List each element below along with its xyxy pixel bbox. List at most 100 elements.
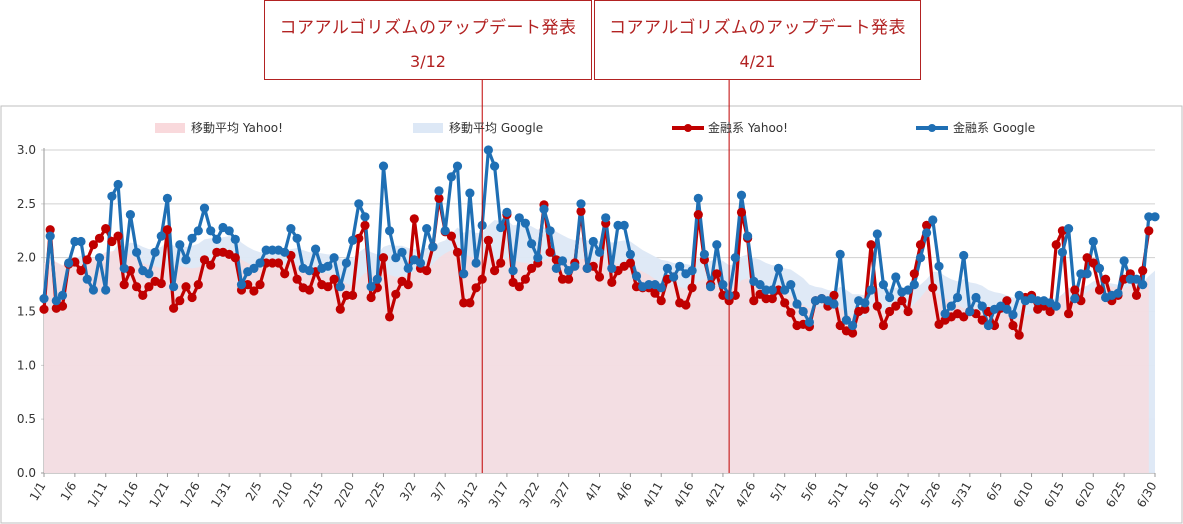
point-google-finance xyxy=(230,234,240,244)
point-google-finance xyxy=(848,320,858,331)
point-google-finance xyxy=(798,306,808,317)
point-google-finance xyxy=(1051,301,1061,311)
point-yahoo-finance xyxy=(878,320,889,331)
point-google-finance xyxy=(236,280,247,290)
point-google-finance xyxy=(1138,280,1148,290)
point-google-finance xyxy=(835,249,845,259)
legend-item-yahoo-average: 移動平均 Yahoo! xyxy=(155,121,283,135)
point-google-finance xyxy=(496,222,506,233)
point-yahoo-finance xyxy=(335,304,345,314)
point-yahoo-finance xyxy=(132,282,142,292)
point-google-finance xyxy=(45,231,55,241)
point-google-finance xyxy=(64,258,74,268)
point-yahoo-finance xyxy=(1088,258,1098,268)
point-google-finance xyxy=(415,258,426,268)
point-google-finance xyxy=(150,247,160,257)
point-google-finance xyxy=(773,263,784,273)
point-yahoo-finance xyxy=(465,298,475,308)
point-yahoo-finance xyxy=(452,247,463,257)
point-google-finance xyxy=(391,253,401,263)
point-google-finance xyxy=(502,207,512,217)
point-google-finance xyxy=(804,317,815,327)
point-google-finance xyxy=(582,263,592,273)
point-google-finance xyxy=(206,226,216,236)
y-axis-ticks: 0.0 0.5 1.0 1.5 2.0 2.5 3.0 xyxy=(17,143,36,480)
point-google-finance xyxy=(1088,236,1098,247)
point-yahoo-finance xyxy=(1131,290,1142,300)
point-google-finance xyxy=(928,215,938,225)
point-yahoo-finance xyxy=(230,253,240,263)
point-google-finance xyxy=(422,224,432,234)
point-google-finance xyxy=(224,226,234,236)
point-google-finance xyxy=(885,292,895,303)
point-google-finance xyxy=(878,280,889,290)
point-google-finance xyxy=(459,269,469,279)
point-google-finance xyxy=(483,145,493,155)
point-google-finance xyxy=(51,296,61,306)
point-google-finance xyxy=(255,258,265,268)
point-google-finance xyxy=(249,263,259,273)
point-yahoo-finance xyxy=(82,255,92,265)
point-yahoo-finance xyxy=(860,304,870,314)
legend-label-yahoo-average: 移動平均 Yahoo! xyxy=(191,121,283,135)
point-google-finance xyxy=(983,320,994,331)
point-google-finance xyxy=(959,250,969,261)
point-google-finance xyxy=(446,172,456,182)
point-google-finance xyxy=(323,261,333,271)
point-google-finance xyxy=(212,234,222,244)
point-yahoo-finance xyxy=(181,282,191,292)
legend-label-google-average: 移動平均 Google xyxy=(449,121,543,135)
legend-item-yahoo-finance: 金融系 Yahoo! xyxy=(672,120,788,135)
point-yahoo-finance xyxy=(650,288,660,298)
point-google-finance xyxy=(132,247,142,257)
point-google-finance xyxy=(156,231,166,241)
point-google-finance xyxy=(76,236,86,247)
point-google-finance xyxy=(169,282,179,292)
point-yahoo-finance xyxy=(199,255,210,265)
point-google-finance xyxy=(971,292,981,303)
point-yahoo-finance xyxy=(471,283,481,293)
point-yahoo-finance xyxy=(483,235,493,245)
point-yahoo-finance xyxy=(76,266,86,276)
point-google-finance xyxy=(539,204,549,214)
point-yahoo-finance xyxy=(909,269,919,279)
point-google-finance xyxy=(1064,224,1074,234)
point-yahoo-finance xyxy=(1144,226,1154,236)
point-yahoo-finance xyxy=(835,320,845,331)
point-google-finance xyxy=(88,285,98,295)
point-google-finance xyxy=(39,294,49,304)
point-yahoo-finance xyxy=(915,240,926,250)
point-google-finance xyxy=(440,226,450,236)
point-yahoo-finance xyxy=(520,274,531,284)
point-yahoo-finance xyxy=(829,290,839,300)
point-yahoo-finance xyxy=(156,278,166,289)
point-yahoo-finance xyxy=(273,258,284,268)
point-google-finance xyxy=(490,161,500,171)
point-yahoo-finance xyxy=(88,240,98,250)
point-google-finance xyxy=(1094,263,1105,273)
point-google-finance xyxy=(199,203,210,213)
point-yahoo-finance xyxy=(1082,253,1092,263)
point-google-finance xyxy=(977,301,987,311)
y-tick-label: 1.0 xyxy=(17,358,36,372)
point-google-finance xyxy=(434,186,444,196)
point-google-finance xyxy=(1002,304,1012,314)
point-yahoo-finance xyxy=(977,315,987,325)
point-yahoo-finance xyxy=(329,274,339,284)
series-markers xyxy=(39,145,1160,340)
point-google-finance xyxy=(551,263,561,273)
point-yahoo-finance xyxy=(959,312,969,322)
point-yahoo-finance xyxy=(403,280,413,290)
point-google-finance xyxy=(743,231,753,241)
point-google-finance xyxy=(520,218,531,228)
point-google-finance xyxy=(465,188,475,198)
point-google-finance xyxy=(335,282,345,292)
point-google-finance xyxy=(372,274,382,284)
point-yahoo-finance xyxy=(57,301,68,311)
point-google-finance xyxy=(625,249,636,259)
point-yahoo-finance xyxy=(928,283,938,293)
point-yahoo-finance xyxy=(545,247,555,257)
point-yahoo-finance xyxy=(323,282,333,292)
point-yahoo-finance xyxy=(496,258,506,268)
